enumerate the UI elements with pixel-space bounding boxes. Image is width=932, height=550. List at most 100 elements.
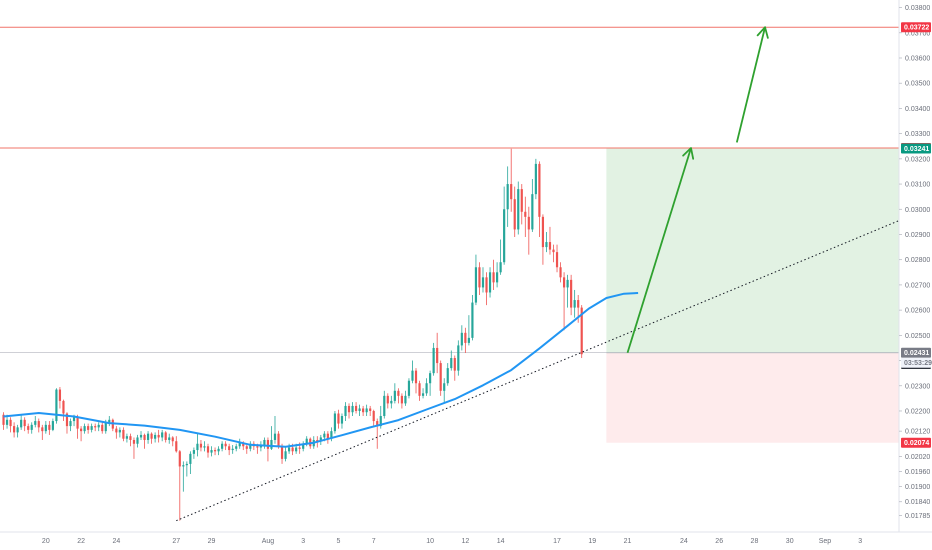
candle[interactable] (421, 388, 425, 399)
moving-average-line[interactable] (3, 292, 639, 448)
candle[interactable] (333, 410, 337, 434)
candle[interactable] (97, 422, 100, 432)
candle[interactable] (411, 360, 414, 384)
candle[interactable] (520, 184, 523, 225)
candle[interactable] (185, 461, 188, 477)
candle[interactable] (414, 368, 418, 394)
candle[interactable] (464, 327, 467, 353)
candle[interactable] (337, 409, 340, 429)
candle[interactable] (534, 158, 537, 200)
candle[interactable] (168, 433, 171, 444)
candle[interactable] (199, 439, 203, 452)
candle[interactable] (418, 380, 421, 401)
candle[interactable] (69, 418, 72, 432)
price-tag[interactable]: 0.02431 (901, 347, 931, 358)
candle[interactable] (506, 166, 509, 227)
candle[interactable] (2, 412, 5, 430)
candle[interactable] (531, 179, 534, 232)
candle[interactable] (541, 214, 545, 265)
candle[interactable] (503, 186, 506, 265)
candle[interactable] (238, 438, 241, 449)
candle[interactable] (62, 399, 65, 422)
candle[interactable] (150, 432, 153, 444)
candle[interactable] (44, 421, 47, 434)
candle[interactable] (344, 402, 347, 422)
candle[interactable] (196, 433, 199, 457)
candle[interactable] (478, 262, 481, 295)
candle[interactable] (450, 350, 453, 371)
candle[interactable] (48, 421, 51, 435)
candle[interactable] (471, 294, 474, 341)
candle[interactable] (393, 383, 396, 404)
candle[interactable] (400, 393, 403, 409)
candle[interactable] (87, 423, 90, 434)
candle[interactable] (182, 461, 185, 492)
projection-arrow[interactable] (626, 147, 695, 354)
candle[interactable] (559, 262, 562, 283)
candle[interactable] (372, 409, 375, 427)
candle[interactable] (231, 445, 234, 454)
candle[interactable] (474, 254, 478, 306)
candle[interactable] (16, 424, 19, 438)
candle[interactable] (210, 446, 213, 457)
candle[interactable] (397, 388, 400, 404)
candle[interactable] (446, 363, 449, 386)
candle[interactable] (228, 443, 231, 456)
candle[interactable] (524, 196, 527, 238)
candle[interactable] (499, 239, 502, 275)
candle[interactable] (37, 418, 40, 433)
candle[interactable] (517, 181, 520, 235)
candle[interactable] (235, 443, 238, 452)
candle[interactable] (383, 390, 386, 419)
candle[interactable] (407, 378, 411, 399)
candle[interactable] (453, 355, 456, 381)
candle[interactable] (538, 161, 541, 238)
candle[interactable] (284, 447, 287, 462)
candle[interactable] (189, 451, 192, 475)
candle[interactable] (206, 443, 210, 458)
candle[interactable] (34, 416, 37, 428)
candle[interactable] (358, 404, 361, 417)
candle[interactable] (90, 423, 93, 433)
candle[interactable] (20, 414, 23, 430)
candle[interactable] (492, 259, 495, 290)
candle[interactable] (178, 450, 181, 521)
candle[interactable] (481, 267, 485, 293)
candle[interactable] (432, 342, 435, 376)
candle[interactable] (79, 426, 83, 442)
candle[interactable] (488, 267, 492, 298)
candle[interactable] (108, 416, 111, 427)
candle[interactable] (101, 421, 104, 434)
candle[interactable] (249, 441, 252, 452)
candle[interactable] (136, 434, 139, 448)
candle[interactable] (125, 433, 129, 443)
candle[interactable] (496, 262, 499, 288)
candle[interactable] (351, 402, 354, 417)
candle[interactable] (404, 390, 407, 406)
candle[interactable] (460, 325, 463, 351)
candle[interactable] (139, 431, 143, 440)
candle[interactable] (23, 417, 26, 432)
candle[interactable] (55, 388, 58, 424)
candle[interactable] (115, 426, 118, 439)
candle[interactable] (548, 226, 552, 255)
candle[interactable] (362, 405, 365, 417)
candle[interactable] (365, 404, 368, 417)
trendline[interactable] (176, 220, 900, 522)
candle[interactable] (157, 429, 160, 443)
price-tag[interactable]: 0.03241 (901, 143, 931, 154)
candle[interactable] (527, 206, 530, 255)
candle[interactable] (30, 422, 33, 434)
candle[interactable] (443, 378, 446, 404)
profit-zone[interactable] (606, 148, 899, 353)
candle[interactable] (154, 432, 157, 443)
candle[interactable] (51, 418, 54, 432)
candle[interactable] (273, 416, 277, 444)
candle[interactable] (9, 417, 12, 433)
candle[interactable] (457, 340, 460, 376)
candle[interactable] (376, 418, 379, 449)
candle[interactable] (129, 433, 132, 447)
candle[interactable] (555, 244, 559, 273)
candle[interactable] (266, 437, 270, 462)
